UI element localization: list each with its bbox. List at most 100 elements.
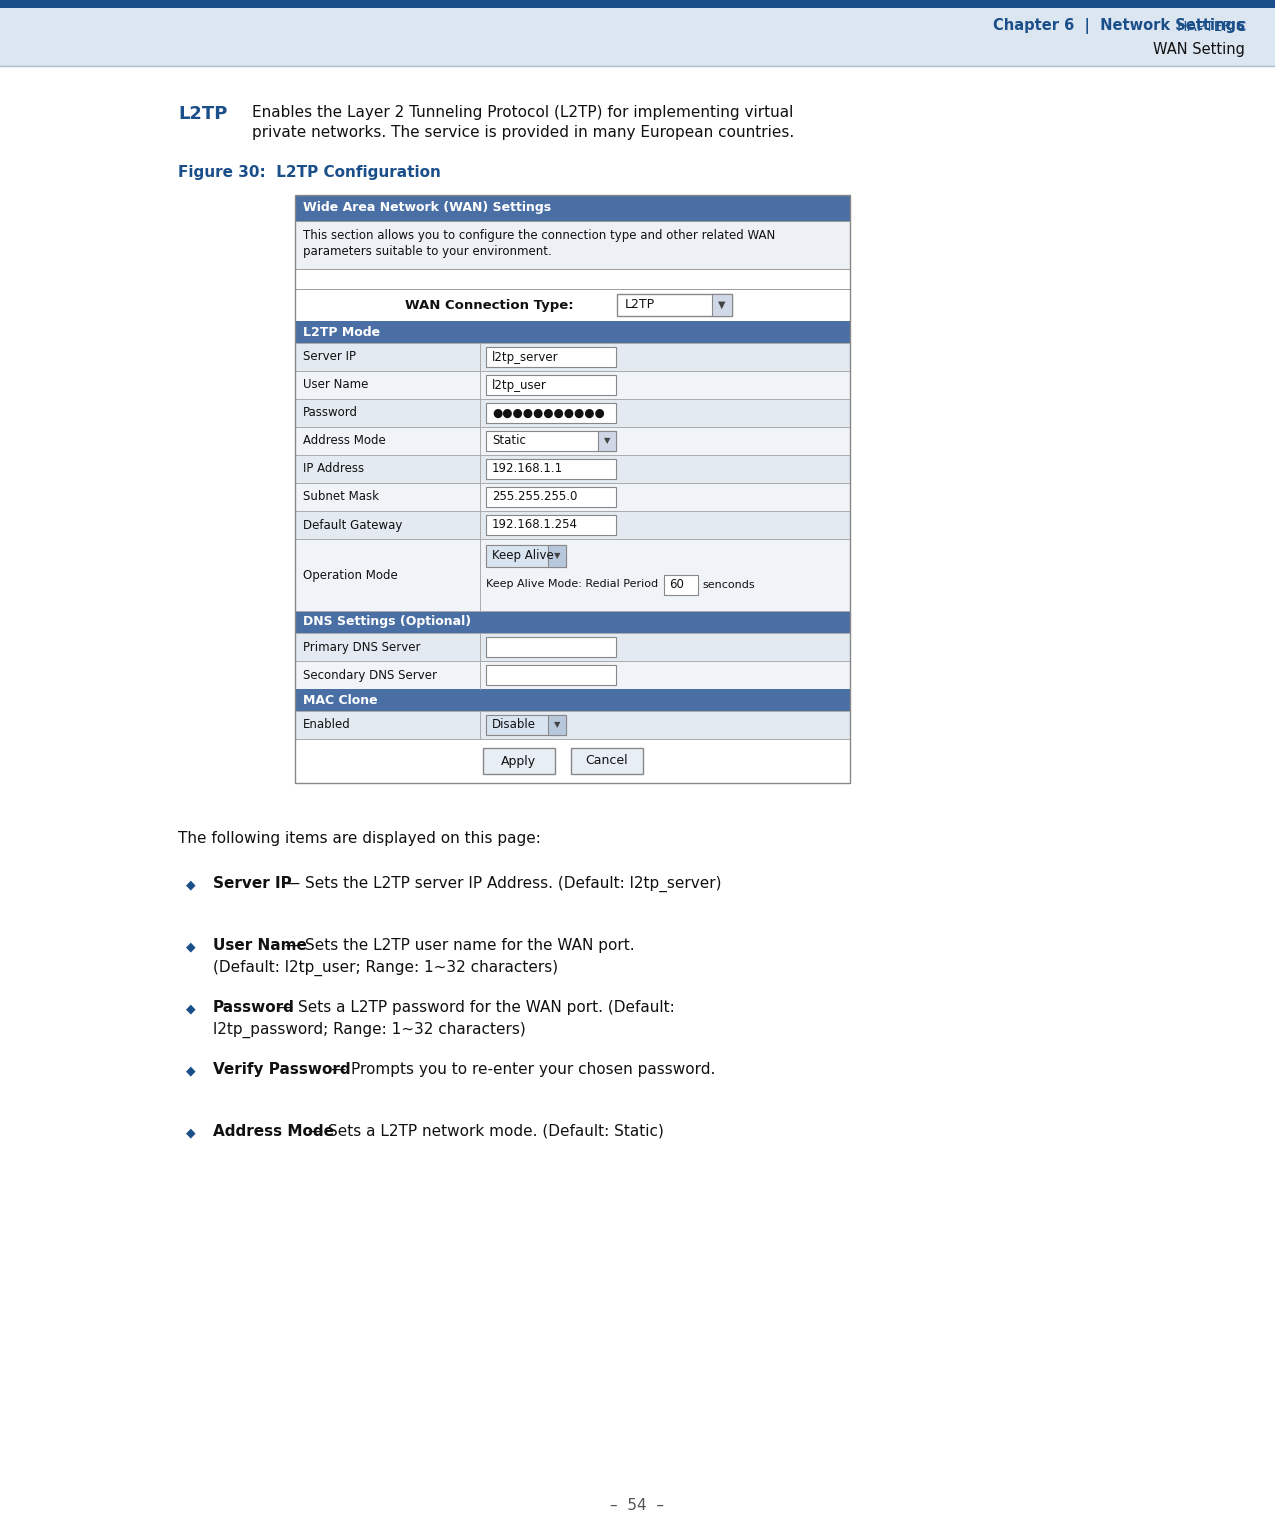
Text: — Sets the L2TP user name for the WAN port.: — Sets the L2TP user name for the WAN po… — [280, 938, 635, 953]
Text: User Name: User Name — [213, 938, 307, 953]
Text: ◆: ◆ — [186, 1126, 195, 1138]
Text: ◆: ◆ — [186, 1065, 195, 1077]
Bar — [295, 270, 850, 290]
Text: User Name: User Name — [303, 378, 368, 392]
Bar — [486, 665, 616, 685]
Text: Chapter 6  |  Network Settings: Chapter 6 | Network Settings — [993, 18, 1244, 34]
Bar — [598, 430, 616, 450]
Bar — [295, 455, 850, 483]
Text: –  54  –: – 54 – — [611, 1497, 664, 1512]
Text: Operation Mode: Operation Mode — [303, 568, 398, 582]
Text: Password: Password — [303, 406, 358, 420]
Bar — [295, 611, 850, 633]
Text: private networks. The service is provided in many European countries.: private networks. The service is provide… — [252, 126, 794, 139]
Text: Password: Password — [213, 1000, 295, 1016]
Bar — [295, 221, 850, 270]
Text: 192.168.1.254: 192.168.1.254 — [492, 518, 578, 532]
Text: Keep Alive: Keep Alive — [492, 550, 553, 562]
Bar — [486, 460, 616, 480]
Bar — [664, 574, 697, 594]
Text: Primary DNS Server: Primary DNS Server — [303, 640, 421, 654]
Text: ▼: ▼ — [604, 437, 611, 446]
Bar — [548, 545, 566, 567]
Text: Server IP: Server IP — [213, 876, 292, 892]
Text: DNS Settings (Optional): DNS Settings (Optional) — [303, 616, 472, 628]
Text: ◆: ◆ — [186, 1002, 195, 1016]
Bar — [548, 715, 566, 735]
Bar — [295, 689, 850, 711]
Bar — [0, 0, 1275, 8]
Bar — [295, 711, 850, 738]
Text: — Sets the L2TP server IP Address. (Default: l2tp_server): — Sets the L2TP server IP Address. (Defa… — [280, 876, 722, 892]
Bar — [486, 715, 566, 735]
Text: L2TP: L2TP — [625, 299, 655, 311]
Text: This section allows you to configure the connection type and other related WAN: This section allows you to configure the… — [303, 228, 775, 242]
Text: 60: 60 — [669, 579, 683, 591]
Text: Apply: Apply — [501, 754, 536, 768]
Text: parameters suitable to your environment.: parameters suitable to your environment. — [303, 245, 552, 257]
Text: Default Gateway: Default Gateway — [303, 518, 403, 532]
Text: MAC Clone: MAC Clone — [303, 694, 377, 706]
Text: Address Mode: Address Mode — [303, 435, 386, 447]
Text: 255.255.255.0: 255.255.255.0 — [492, 490, 578, 504]
Bar — [486, 430, 616, 450]
Text: HAPTER 6: HAPTER 6 — [1177, 20, 1244, 34]
Text: The following items are displayed on this page:: The following items are displayed on thi… — [179, 830, 541, 846]
Bar — [486, 637, 616, 657]
Text: Secondary DNS Server: Secondary DNS Server — [303, 668, 437, 682]
Text: Disable: Disable — [492, 719, 536, 731]
Bar — [295, 371, 850, 398]
Bar — [482, 748, 555, 774]
Text: ▼: ▼ — [553, 720, 560, 729]
Text: Cancel: Cancel — [585, 754, 627, 768]
Bar — [570, 748, 643, 774]
Text: Enables the Layer 2 Tunneling Protocol (L2TP) for implementing virtual: Enables the Layer 2 Tunneling Protocol (… — [252, 106, 793, 119]
Bar — [295, 483, 850, 512]
Text: 192.168.1.1: 192.168.1.1 — [492, 463, 564, 475]
Bar — [295, 660, 850, 689]
Text: Wide Area Network (WAN) Settings: Wide Area Network (WAN) Settings — [303, 202, 551, 214]
Bar — [295, 322, 850, 343]
Bar — [295, 398, 850, 427]
Text: WAN Connection Type:: WAN Connection Type: — [405, 299, 574, 311]
Text: IP Address: IP Address — [303, 463, 365, 475]
Text: Subnet Mask: Subnet Mask — [303, 490, 379, 504]
Text: C: C — [1234, 20, 1244, 34]
Text: ◆: ◆ — [186, 941, 195, 953]
Text: — Prompts you to re-enter your chosen password.: — Prompts you to re-enter your chosen pa… — [325, 1062, 715, 1077]
Text: Server IP: Server IP — [303, 351, 356, 363]
Text: Verify Password: Verify Password — [213, 1062, 351, 1077]
Text: ▼: ▼ — [718, 300, 725, 309]
Bar — [711, 294, 732, 316]
Text: ●●●●●●●●●●●: ●●●●●●●●●●● — [492, 406, 604, 420]
Bar — [617, 294, 732, 316]
Bar — [295, 427, 850, 455]
Text: ◆: ◆ — [186, 878, 195, 892]
Bar — [295, 633, 850, 660]
Text: WAN Setting: WAN Setting — [1153, 41, 1244, 57]
Bar — [486, 515, 616, 535]
Bar — [0, 8, 1275, 66]
Text: l2tp_password; Range: 1~32 characters): l2tp_password; Range: 1~32 characters) — [213, 1022, 525, 1039]
Text: l2tp_user: l2tp_user — [492, 378, 547, 392]
Bar — [295, 195, 850, 221]
Text: senconds: senconds — [703, 581, 755, 590]
Text: Keep Alive Mode: Redial Period: Keep Alive Mode: Redial Period — [486, 579, 658, 588]
Text: ▼: ▼ — [553, 552, 560, 561]
Text: l2tp_server: l2tp_server — [492, 351, 558, 363]
Bar — [295, 195, 850, 783]
Text: Static: Static — [492, 435, 525, 447]
Text: Address Mode: Address Mode — [213, 1124, 334, 1138]
Text: L2TP Mode: L2TP Mode — [303, 325, 380, 339]
Text: (Default: l2tp_user; Range: 1~32 characters): (Default: l2tp_user; Range: 1~32 charact… — [213, 961, 558, 976]
Bar — [486, 403, 616, 423]
Bar — [486, 545, 566, 567]
Text: L2TP: L2TP — [179, 106, 227, 123]
Bar — [295, 343, 850, 371]
Text: — Sets a L2TP password for the WAN port. (Default:: — Sets a L2TP password for the WAN port.… — [273, 1000, 674, 1016]
Bar — [295, 512, 850, 539]
Bar — [486, 348, 616, 368]
Bar — [486, 375, 616, 395]
Bar — [295, 290, 850, 322]
Bar — [486, 487, 616, 507]
